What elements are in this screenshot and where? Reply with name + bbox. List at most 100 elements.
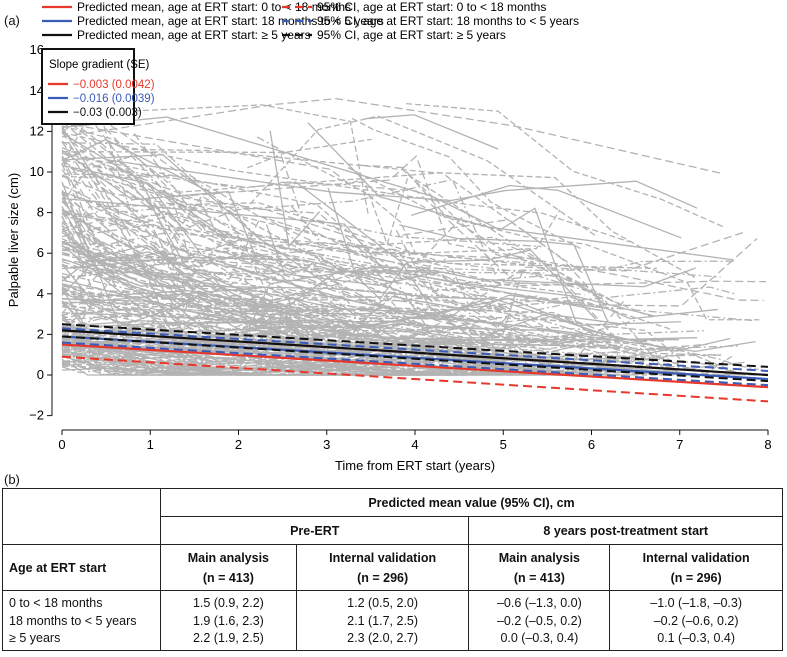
x-tick-label: 7 [676, 437, 683, 452]
trajectory-line [61, 209, 617, 360]
x-tick-label: 3 [323, 437, 330, 452]
trajectory-line [61, 175, 208, 211]
cell-value: –0.2 (–0.6, 0.2) [609, 610, 783, 631]
trajectory-line [61, 297, 430, 350]
trajectory-line [351, 117, 582, 250]
trajectory-line [61, 336, 746, 376]
col-title: Main analysis [498, 550, 580, 565]
trajectory-line [61, 320, 212, 344]
cell-value: 1.9 (1.6, 2.3) [160, 610, 297, 631]
y-tick-label: 6 [37, 245, 44, 260]
trajectory-line [61, 288, 211, 320]
trajectory-line [61, 116, 682, 326]
trajectory-line [61, 323, 517, 374]
trajectory-line [61, 154, 328, 285]
trajectory-line [61, 294, 322, 334]
table-row: 18 months to < 5 years 1.9 (1.6, 2.3) 2.1 … [2, 610, 783, 631]
trajectory-line [61, 282, 193, 340]
trajectory-line [61, 211, 613, 336]
trajectory-line [61, 131, 630, 243]
table-col-header: Main analysis (n = 413) [160, 544, 297, 591]
trajectory-line [61, 127, 134, 242]
trajectory-line [122, 148, 696, 278]
slope-value: −0.016 (0.0039) [73, 93, 155, 105]
table-col-header: Internal validation (n = 296) [295, 544, 470, 591]
trajectory-line [61, 322, 619, 376]
trajectory-line [221, 230, 590, 339]
trajectory-line [61, 147, 489, 322]
cell-value: 0.0 (–0.3, 0.4) [468, 630, 611, 651]
col-n: (n = 296) [357, 570, 409, 585]
y-tick-label: 4 [37, 286, 44, 301]
slope-value: −0.003 (0.0042) [73, 79, 155, 91]
trajectory-line [61, 215, 533, 342]
trajectory-line [83, 255, 538, 313]
trajectory-line [61, 216, 282, 270]
trajectory-line [223, 242, 535, 267]
table-row-header: Age at ERT start [2, 544, 161, 591]
trajectory-line [284, 311, 686, 374]
trajectory-line [61, 152, 635, 341]
trajectory-line [256, 297, 731, 352]
x-tick-label: 1 [147, 437, 154, 452]
legend-label: 95% CI, age at ERT start: ≥ 5 years [317, 28, 506, 42]
predicted-mean-line [61, 329, 769, 377]
y-tick-label: 10 [30, 164, 44, 179]
individual-trajectories [61, 97, 768, 376]
trajectory-line [61, 348, 340, 376]
x-tick-label: 6 [588, 437, 595, 452]
trajectory-line [61, 201, 307, 346]
trajectory-line [401, 168, 534, 263]
table-group-pre-ert: Pre-ERT [159, 516, 470, 545]
trajectory-line [61, 197, 602, 312]
slope-value: −0.03 (0.003) [73, 107, 142, 119]
row-label: ≥ 5 years [2, 630, 161, 651]
trajectory-line [61, 273, 464, 371]
x-tick-label: 0 [58, 437, 65, 452]
cell-value: 2.3 (2.0, 2.7) [295, 630, 470, 651]
trajectory-line [61, 275, 265, 344]
slope-box-title: Slope gradient (SE) [49, 59, 150, 71]
trajectory-line [255, 326, 698, 344]
table-row: 0 to < 18 months 1.5 (0.9, 2.2) 1.2 (0.5, … [2, 590, 783, 611]
trajectory-line [61, 347, 671, 372]
trajectory-line [167, 198, 311, 296]
trajectory-line [307, 122, 734, 261]
trajectory-line [61, 138, 372, 154]
table-header-main: Predicted mean value (95% CI), cm [160, 488, 783, 517]
trajectory-line [61, 340, 622, 376]
y-tick-label: 0 [37, 367, 44, 382]
trajectory-line [61, 313, 492, 376]
predicted-mean-line [61, 343, 769, 389]
trajectory-line [360, 164, 623, 307]
trajectory-line [61, 181, 438, 357]
panel-a-label: (a) [4, 13, 20, 28]
trajectory-line [61, 330, 570, 376]
col-title: Main analysis [187, 550, 270, 565]
trajectory-line [61, 260, 679, 352]
trajectory-line [61, 298, 301, 333]
table-group-8-years: 8 years post-treatment start [468, 516, 783, 545]
trajectory-line [61, 97, 722, 175]
legend-label: Predicted mean, age at ERT start: ≥ 5 ye… [77, 28, 311, 42]
ci-low-line [61, 341, 769, 387]
trajectory-line [165, 258, 593, 348]
x-tick-label: 4 [411, 437, 418, 452]
y-tick-label: 2 [37, 326, 44, 341]
trajectory-line [61, 197, 260, 306]
x-tick-label: 5 [500, 437, 507, 452]
trajectory-line [365, 114, 499, 150]
y-tick-label: 8 [37, 205, 44, 220]
trajectory-line [141, 268, 427, 358]
ci-low-line [61, 355, 769, 403]
legend-label: 95% CI, age at ERT start: 0 to < 18 mont… [317, 0, 546, 14]
trajectory-line [337, 357, 664, 374]
predicted-mean-table: Predicted mean value (95% CI), cm Pre-ER… [2, 488, 783, 651]
trajectory-line [105, 128, 268, 245]
y-tick-label: 12 [30, 123, 44, 138]
cell-value: 2.1 (1.7, 2.5) [295, 610, 470, 631]
cell-value: –0.2 (–0.5, 0.2) [468, 610, 611, 631]
trajectory-line [61, 131, 520, 330]
trajectory-line [218, 203, 721, 376]
